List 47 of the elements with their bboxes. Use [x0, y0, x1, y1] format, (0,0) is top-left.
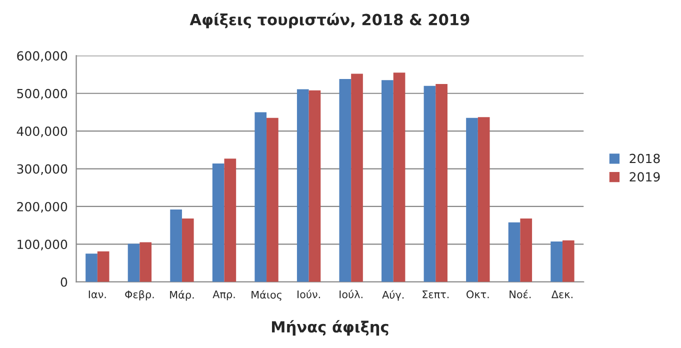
x-tick-label: Δεκ. — [551, 290, 572, 298]
x-tick-label: Απρ. — [212, 290, 235, 300]
bar — [550, 242, 562, 282]
bar — [296, 89, 309, 282]
x-tick-label: Αύγ. — [382, 290, 404, 301]
y-tick-label: 300,000 — [17, 164, 68, 175]
x-tick-label: Οκτ. — [466, 290, 489, 298]
bar — [339, 79, 352, 282]
x-tick-label: Ιούλ. — [340, 290, 362, 298]
x-tick-label: Μάρ. — [170, 290, 194, 301]
x-tick-label: Σεπτ. — [422, 290, 449, 298]
bar — [212, 164, 224, 282]
bar — [182, 218, 194, 282]
x-tick-label: Νοέ. — [510, 290, 531, 298]
bar — [86, 254, 98, 282]
x-tick-label: Μάιος — [252, 290, 282, 301]
bar — [351, 74, 363, 282]
bar — [266, 118, 278, 282]
y-tick-label: 600,000 — [17, 51, 68, 62]
x-tick-label: Φεβρ. — [125, 290, 154, 300]
y-tick-label: 500,000 — [17, 88, 68, 100]
bar — [308, 90, 321, 282]
bar — [97, 251, 110, 282]
y-tick-label: 100,000 — [18, 240, 68, 250]
chart-title: Αφίξεις τουριστών, 2018 & 2019 — [190, 12, 470, 28]
bar — [424, 86, 436, 282]
bar — [520, 218, 532, 282]
bar — [436, 84, 448, 282]
bar — [562, 240, 574, 282]
y-tick-label: 400,000 — [16, 126, 68, 138]
x-tick-label: Ιαν. — [88, 290, 106, 298]
x-tick-label: Ιούν. — [298, 290, 320, 298]
y-tick-label: 200,000 — [17, 202, 68, 213]
legend-label: 2019 — [630, 172, 660, 182]
bar — [508, 222, 520, 282]
y-tick-label: 0 — [60, 277, 68, 287]
bar — [128, 244, 140, 282]
bar — [140, 242, 152, 282]
bar — [478, 117, 490, 282]
legend-label: 2018 — [630, 154, 660, 164]
x-axis-title: Μήνας άφιξης — [272, 320, 388, 336]
bar — [170, 209, 182, 282]
bar — [466, 118, 478, 282]
bar — [224, 158, 236, 282]
bar — [393, 72, 406, 282]
bar — [382, 80, 394, 282]
bar — [254, 112, 267, 282]
